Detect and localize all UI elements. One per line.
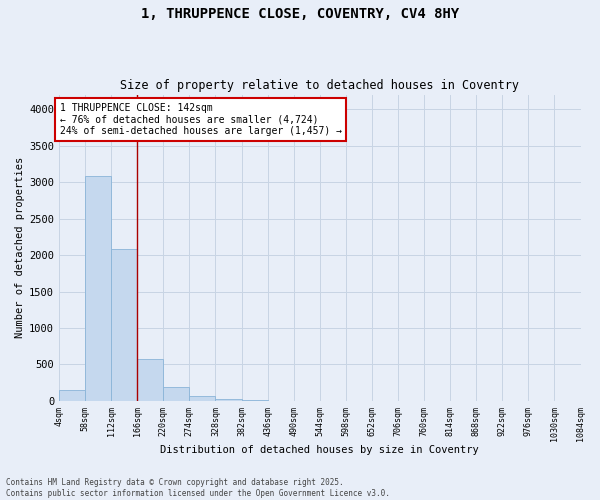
Bar: [242, 400, 268, 401]
Bar: [59, 390, 85, 401]
Text: Contains HM Land Registry data © Crown copyright and database right 2025.
Contai: Contains HM Land Registry data © Crown c…: [6, 478, 390, 498]
Y-axis label: Number of detached properties: Number of detached properties: [15, 157, 25, 338]
Bar: [111, 249, 137, 401]
Bar: [215, 399, 242, 401]
Text: 1 THRUPPENCE CLOSE: 142sqm
← 76% of detached houses are smaller (4,724)
24% of s: 1 THRUPPENCE CLOSE: 142sqm ← 76% of deta…: [59, 102, 341, 136]
Bar: [190, 396, 215, 401]
Bar: [137, 358, 163, 401]
Bar: [85, 176, 111, 401]
Bar: [163, 388, 190, 401]
Title: Size of property relative to detached houses in Coventry: Size of property relative to detached ho…: [120, 79, 519, 92]
X-axis label: Distribution of detached houses by size in Coventry: Distribution of detached houses by size …: [160, 445, 479, 455]
Text: 1, THRUPPENCE CLOSE, COVENTRY, CV4 8HY: 1, THRUPPENCE CLOSE, COVENTRY, CV4 8HY: [141, 8, 459, 22]
